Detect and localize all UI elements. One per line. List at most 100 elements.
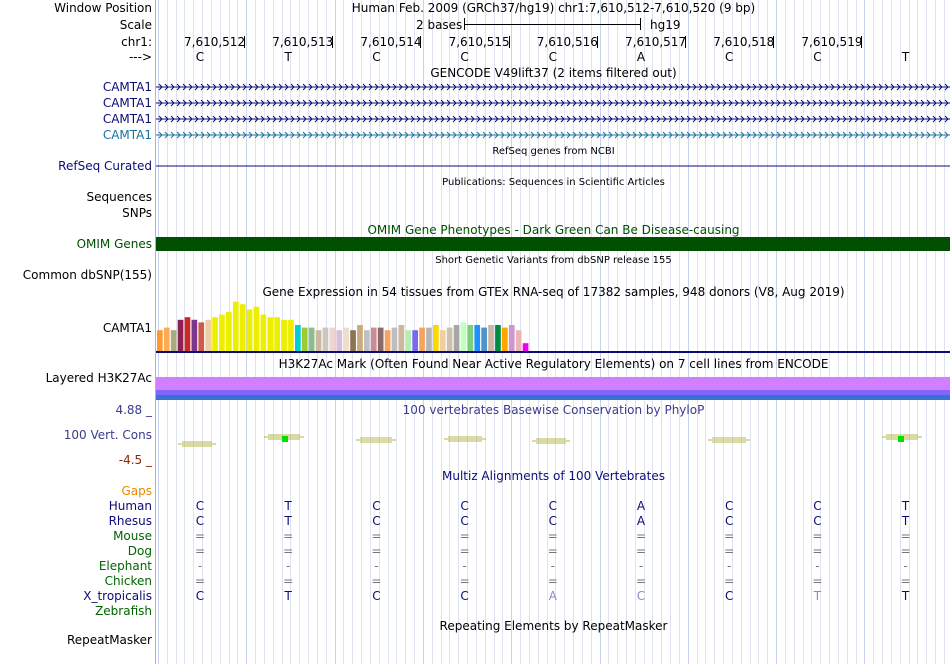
coordinate-tick <box>508 36 510 48</box>
publications-snps-label[interactable]: SNPs <box>122 206 152 220</box>
phylop-mark <box>532 438 570 444</box>
species-label[interactable]: Zebrafish <box>95 604 152 618</box>
gtex-bar <box>315 330 322 351</box>
gencode-item-label[interactable]: CAMTA1 <box>102 80 152 94</box>
alignment-base: - <box>550 559 555 573</box>
gtex-bar <box>301 327 308 351</box>
h3k27ac-layer <box>156 390 950 395</box>
grid-line <box>670 0 672 664</box>
grid-line <box>555 0 557 664</box>
gtex-bar <box>184 317 191 351</box>
grid-line <box>493 0 495 664</box>
gtex-bar <box>191 319 198 351</box>
species-label[interactable]: Elephant <box>98 559 152 573</box>
alignment-base: - <box>462 559 467 573</box>
grid-line <box>369 0 371 664</box>
grid-line <box>890 0 892 664</box>
alignment-base: - <box>374 559 379 573</box>
omim-track-label[interactable]: OMIM Genes <box>76 237 152 251</box>
gtex-bar <box>398 325 405 351</box>
phylop-track-label[interactable]: 100 Vert. Cons <box>63 428 152 442</box>
coordinate-label: 7,610,514 <box>360 35 422 49</box>
position-text: Human Feb. 2009 (GRCh37/hg19) chr1:7,610… <box>351 1 756 15</box>
gencode-item-label[interactable]: CAMTA1 <box>102 112 152 126</box>
species-label[interactable]: Rhesus <box>108 514 152 528</box>
coordinate-tick <box>773 36 775 48</box>
alignment-base: = <box>283 574 294 588</box>
alignment-base: C <box>813 514 822 528</box>
gtex-bar <box>177 319 184 351</box>
species-label[interactable]: Dog <box>127 544 152 558</box>
gene-chevrons <box>158 83 949 91</box>
phylop-max-label: 4.88 _ <box>115 403 152 417</box>
grid-line <box>855 0 857 664</box>
grid-line <box>943 0 945 664</box>
coordinate-label: 7,610,519 <box>801 35 863 49</box>
gtex-bar <box>239 304 246 351</box>
gtex-bar <box>515 330 522 351</box>
grid-line <box>740 0 742 664</box>
grid-line <box>926 0 928 664</box>
species-label[interactable]: X_tropicalis <box>83 589 152 603</box>
alignment-base: = <box>900 529 911 543</box>
alignment-base: = <box>371 544 382 558</box>
alignment-base: = <box>812 529 823 543</box>
grid-line <box>811 0 813 664</box>
gencode-item-label[interactable]: CAMTA1 <box>102 128 152 142</box>
phylop-min-label: -4.5 _ <box>118 453 152 467</box>
gtex-bar <box>170 330 177 351</box>
alignment-base: C <box>460 589 469 603</box>
grid-line <box>634 0 636 664</box>
grid-line <box>873 0 875 664</box>
scale-bar-tick <box>640 18 641 30</box>
sequence-base: C <box>813 50 822 64</box>
gtex-bar <box>364 330 370 351</box>
gtex-track-label[interactable]: CAMTA1 <box>102 321 152 335</box>
alignment-base: = <box>635 574 647 588</box>
gtex-bar <box>495 325 501 351</box>
repeatmasker-track-label[interactable]: RepeatMasker <box>66 633 152 647</box>
multiz-track-title: Multiz Alignments of 100 Vertebrates <box>441 469 666 483</box>
scale-db: hg19 <box>650 18 681 32</box>
alignment-base: = <box>459 574 470 588</box>
multiz-gaps-label: Gaps <box>121 484 152 498</box>
alignment-base: = <box>194 574 206 588</box>
alignment-base: = <box>635 529 647 543</box>
gtex-bar <box>288 319 294 351</box>
alignment-base: A <box>636 514 646 528</box>
h3k27ac-layer <box>156 395 950 400</box>
gtex-bar <box>267 317 274 351</box>
grid-line <box>908 0 910 664</box>
alignment-base: = <box>547 574 558 588</box>
h3k27ac-track-label[interactable]: Layered H3K27Ac <box>45 371 152 385</box>
refseq-track-label[interactable]: RefSeq Curated <box>58 159 152 173</box>
gtex-bar <box>219 314 225 351</box>
publications-sequences-label[interactable]: Sequences <box>86 190 152 204</box>
alignment-base: C <box>195 514 205 528</box>
gtex-bar <box>439 330 446 351</box>
grid-line <box>917 0 919 664</box>
phylop-peak <box>282 436 288 442</box>
dbsnp-track-title: Short Genetic Variants from dbSNP releas… <box>435 255 672 266</box>
grid-line <box>643 0 645 664</box>
grid-line <box>590 0 592 664</box>
refseq-track-title: RefSeq genes from NCBI <box>492 146 615 157</box>
species-label[interactable]: Mouse <box>113 529 152 543</box>
dbsnp-track-label[interactable]: Common dbSNP(155) <box>22 268 152 282</box>
alignment-base: C <box>460 514 469 528</box>
alignment-base: = <box>371 574 382 588</box>
phylop-peak <box>898 436 904 442</box>
gtex-bar <box>350 330 356 351</box>
gtex-bar <box>336 330 343 351</box>
alignment-base: C <box>195 589 205 603</box>
gencode-item-label[interactable]: CAMTA1 <box>102 96 152 110</box>
sequence-base: C <box>460 50 469 64</box>
sequence-base: T <box>901 50 910 64</box>
track-image-area[interactable]: Human Feb. 2009 (GRCh37/hg19) chr1:7,610… <box>155 0 950 664</box>
gtex-bar <box>419 327 425 351</box>
species-label[interactable]: Chicken <box>104 574 152 588</box>
alignment-base: C <box>724 514 734 528</box>
species-label[interactable]: Human <box>108 499 152 513</box>
grid-line <box>431 0 433 664</box>
coordinate-label: 7,610,512 <box>184 35 246 49</box>
